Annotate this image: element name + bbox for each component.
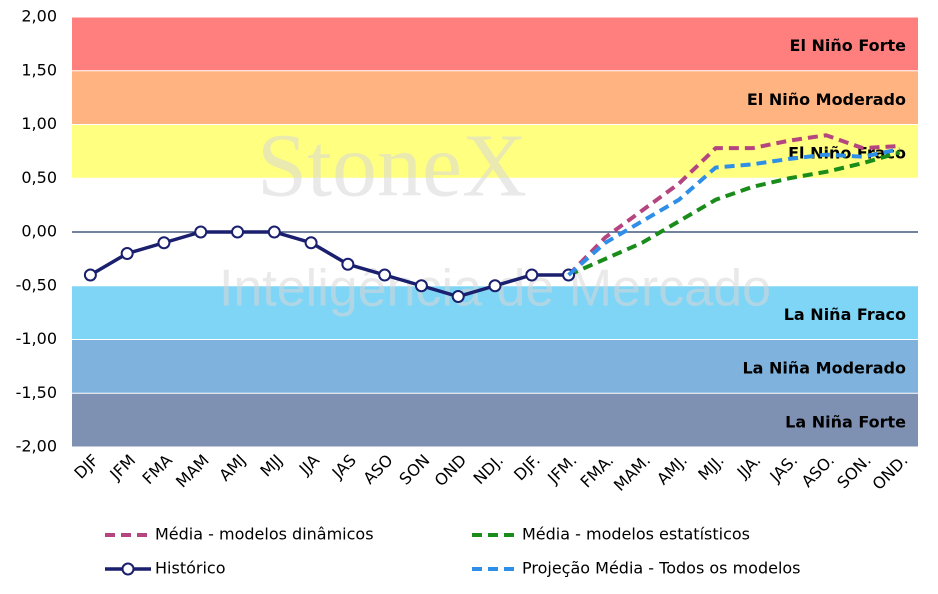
marker xyxy=(341,257,355,271)
band xyxy=(72,285,918,340)
x-tick-label: FMA xyxy=(139,451,176,488)
x-tick-label: FMA. xyxy=(577,451,618,492)
legend-label: Histórico xyxy=(155,559,225,578)
band xyxy=(72,124,918,179)
x-tick-label: MAM xyxy=(172,451,213,492)
band-label: El Niño Forte xyxy=(790,36,907,55)
x-tick-label: ASO xyxy=(359,451,396,488)
y-tick-label: 2,00 xyxy=(21,7,57,26)
x-tick-label: OND. xyxy=(869,451,912,494)
marker xyxy=(267,225,281,239)
x-tick-label: JAS xyxy=(328,451,360,483)
marker xyxy=(120,247,134,260)
x-tick-label: MJJ xyxy=(256,451,286,481)
marker xyxy=(488,279,502,293)
x-tick-label: NDJ. xyxy=(469,451,507,489)
x-tick-label: DJF xyxy=(70,451,102,483)
x-tick-label: AMJ xyxy=(215,451,249,485)
x-tick-label: SON xyxy=(395,451,433,489)
y-tick-label: -2,00 xyxy=(16,437,57,456)
band-label: La Niña Forte xyxy=(785,412,906,431)
legend-label: Média - modelos estatísticos xyxy=(522,525,750,544)
x-tick-label: OND xyxy=(431,451,471,491)
x-tick-label: JJA. xyxy=(733,451,765,483)
band xyxy=(72,339,918,394)
y-tick-label: -1,00 xyxy=(16,329,57,348)
band xyxy=(72,17,918,71)
x-tick-label: AMJ. xyxy=(653,451,691,489)
series-line xyxy=(567,147,901,277)
marker xyxy=(378,268,392,282)
y-tick-label: 0,50 xyxy=(21,168,57,187)
marker xyxy=(231,225,245,239)
series-line xyxy=(567,150,901,277)
x-tick-label: ASO. xyxy=(798,451,838,491)
marker xyxy=(194,225,208,239)
band-label: La Niña Fraco xyxy=(784,305,906,324)
legend-label: Média - modelos dinâmicos xyxy=(155,525,374,544)
band-label: El Niño Moderado xyxy=(747,90,906,109)
x-tick-label: MAM. xyxy=(610,451,654,495)
marker xyxy=(451,290,465,303)
band xyxy=(72,393,918,447)
marker xyxy=(83,268,97,282)
watermark: StoneX xyxy=(257,117,527,216)
legend-label: Projeção Média - Todos os modelos xyxy=(522,559,801,578)
x-tick-label: DJF. xyxy=(510,451,544,485)
legend-marker xyxy=(121,562,135,576)
x-tick-label: JFM. xyxy=(543,451,580,488)
y-tick-label: -1,50 xyxy=(16,383,57,402)
x-tick-label: JAS. xyxy=(765,451,801,487)
x-tick-label: MJJ. xyxy=(694,451,727,484)
marker xyxy=(525,268,539,282)
band-label: La Niña Moderado xyxy=(742,359,906,378)
y-tick-label: -0,50 xyxy=(16,275,57,294)
y-tick-label: 1,00 xyxy=(21,114,57,133)
y-tick-label: 1,50 xyxy=(21,60,57,79)
x-tick-label: SON. xyxy=(833,451,875,493)
y-tick-label: 0,00 xyxy=(21,222,57,241)
x-tick-label: JFM xyxy=(105,451,139,485)
band xyxy=(72,70,918,125)
marker xyxy=(414,279,428,293)
x-tick-label: JJA xyxy=(295,451,323,479)
marker xyxy=(157,236,171,250)
series-line xyxy=(567,133,900,277)
marker xyxy=(304,236,318,250)
